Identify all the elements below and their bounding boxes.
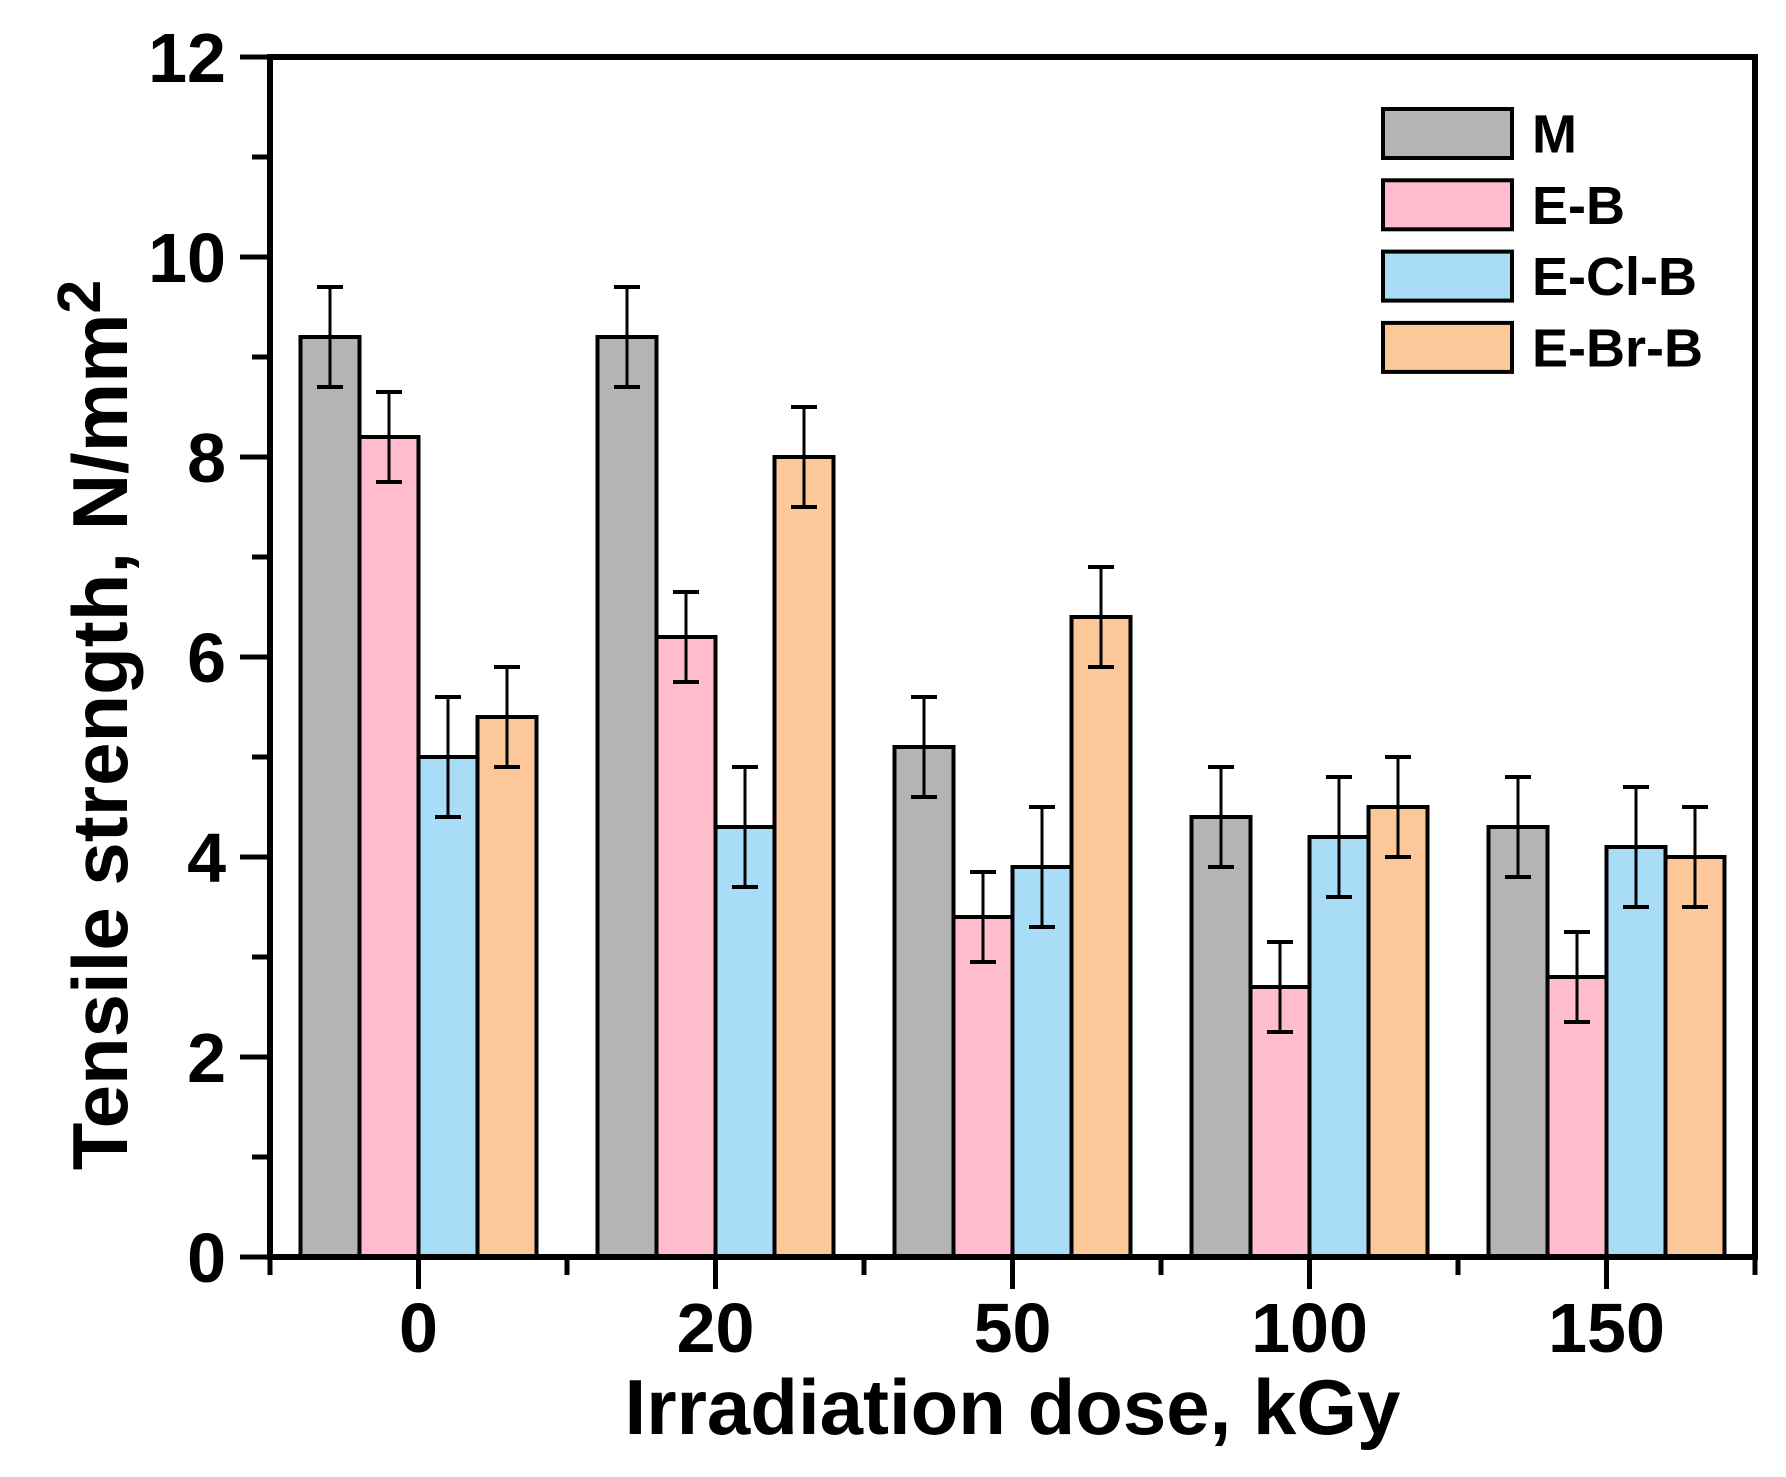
y-tick-label: 10: [148, 219, 226, 297]
error-bar-E-B-0kGy: [376, 390, 402, 484]
error-bar-E-B-50kGy: [970, 870, 996, 964]
y-tick-label: 12: [148, 19, 226, 97]
error-bar-E-Cl-B-20kGy: [732, 765, 758, 889]
error-bar-E-Br-B-20kGy: [791, 405, 817, 509]
error-bar-E-B-100kGy: [1267, 940, 1293, 1034]
bar-E-Br-B-0kGy: [475, 715, 539, 1259]
error-bar-E-B-20kGy: [673, 590, 699, 684]
legend-swatch-E-Br-B: [1381, 320, 1514, 374]
legend-label-M: M: [1532, 105, 1577, 165]
x-tick-label: 20: [677, 1289, 755, 1367]
bar-E-Cl-B-0kGy: [416, 755, 480, 1259]
bar-E-Cl-B-100kGy: [1307, 835, 1371, 1259]
bar-M-150kGy: [1486, 825, 1550, 1259]
y-axis-title: Tensile strength, N/mm2: [45, 280, 144, 1171]
error-bar-E-Cl-B-100kGy: [1326, 775, 1352, 899]
legend-label-E-Br-B: E-Br-B: [1532, 318, 1703, 378]
x-tick-label: 100: [1251, 1289, 1368, 1367]
legend-swatch-E-Cl-B: [1381, 249, 1514, 303]
error-bar-E-B-150kGy: [1564, 930, 1590, 1024]
x-axis-title: Irradiation dose, kGy: [624, 1363, 1401, 1451]
bar-M-50kGy: [892, 745, 956, 1259]
legend-swatch-E-B: [1381, 178, 1514, 232]
bar-E-Br-B-20kGy: [772, 455, 836, 1259]
bar-M-20kGy: [595, 335, 659, 1259]
legend-label-E-Cl-B: E-Cl-B: [1532, 247, 1697, 307]
bar-M-100kGy: [1189, 815, 1253, 1259]
error-bar-E-Cl-B-150kGy: [1623, 785, 1649, 909]
bar-E-Br-B-100kGy: [1366, 805, 1430, 1259]
y-axis-title-superscript: 2: [44, 279, 113, 314]
bar-E-B-50kGy: [951, 915, 1015, 1259]
bar-E-B-0kGy: [357, 435, 421, 1259]
error-bar-M-100kGy: [1208, 765, 1234, 869]
bar-E-B-20kGy: [654, 635, 718, 1259]
error-bars-layer: [317, 285, 1708, 1034]
error-bar-E-Cl-B-0kGy: [435, 695, 461, 819]
error-bar-E-Br-B-50kGy: [1088, 565, 1114, 669]
error-bar-M-20kGy: [614, 285, 640, 389]
error-bar-E-Br-B-0kGy: [494, 665, 520, 769]
legend-swatch-M: [1381, 107, 1514, 160]
x-tick-label: 150: [1548, 1289, 1665, 1367]
bars-layer: [298, 335, 1727, 1259]
error-bar-E-Br-B-100kGy: [1385, 755, 1411, 859]
y-tick-label: 0: [187, 1219, 226, 1297]
bar-E-Br-B-50kGy: [1069, 615, 1133, 1259]
plot-border: [267, 54, 1758, 1260]
x-tick-label: 0: [399, 1289, 438, 1367]
error-bar-M-50kGy: [911, 695, 937, 799]
bar-M-0kGy: [298, 335, 362, 1259]
error-bar-E-Br-B-150kGy: [1682, 805, 1708, 909]
y-tick-label: 8: [187, 419, 226, 497]
legend: M E-B E-Cl-B E-Br-B: [1381, 105, 1703, 378]
error-bar-M-0kGy: [317, 285, 343, 389]
y-axis-title-text: Tensile strength, N/mm: [56, 313, 144, 1171]
y-tick-label: 2: [187, 1019, 226, 1097]
bar-E-Cl-B-20kGy: [713, 825, 777, 1259]
error-bar-E-Cl-B-50kGy: [1029, 805, 1055, 929]
x-tick-label: 50: [974, 1289, 1052, 1367]
y-tick-label: 6: [187, 619, 226, 697]
y-tick-label: 4: [187, 819, 226, 897]
legend-label-E-B: E-B: [1532, 176, 1625, 236]
error-bar-M-150kGy: [1505, 775, 1531, 879]
axes-layer: 0 2 4 6 8 10 12 0 20 50 100 150: [148, 19, 1758, 1367]
bar-E-Br-B-150kGy: [1663, 855, 1727, 1259]
